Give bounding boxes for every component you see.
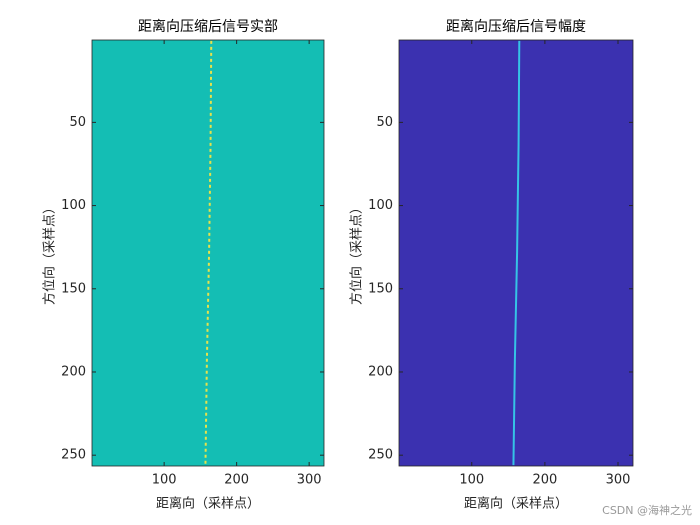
image-background	[92, 40, 324, 466]
x-tick-label: 300	[297, 473, 322, 488]
y-tick-label: 50	[376, 115, 393, 130]
image-background	[399, 40, 633, 466]
axes-frame	[91, 39, 325, 467]
signal-trace	[512, 40, 521, 466]
watermark: CSDN @海神之光	[602, 503, 692, 517]
x-tick-label: 100	[459, 473, 484, 488]
x-tick-label: 300	[606, 473, 631, 488]
chart-title: 距离向压缩后信号实部	[138, 18, 278, 35]
x-axis-label: 距离向（采样点）	[156, 496, 260, 512]
signal-trace	[204, 40, 213, 466]
y-tick-label: 150	[368, 281, 393, 296]
y-axis-label: 方位向（采样点）	[42, 201, 58, 305]
y-tick-label: 100	[368, 198, 393, 213]
y-tick-label: 50	[69, 115, 86, 130]
y-tick-label: 200	[368, 364, 393, 379]
x-tick-label: 100	[152, 473, 177, 488]
x-tick-label: 200	[532, 473, 557, 488]
y-tick-label: 250	[61, 448, 86, 463]
x-axis-label: 距离向（采样点）	[464, 496, 568, 512]
y-tick-label: 100	[61, 198, 86, 213]
axes-frame	[398, 39, 634, 467]
y-tick-label: 200	[61, 364, 86, 379]
y-tick-label: 250	[368, 448, 393, 463]
x-tick-label: 200	[224, 473, 249, 488]
y-axis-label: 方位向（采样点）	[349, 201, 365, 305]
y-tick-label: 150	[61, 281, 86, 296]
chart-title: 距离向压缩后信号幅度	[446, 18, 586, 35]
